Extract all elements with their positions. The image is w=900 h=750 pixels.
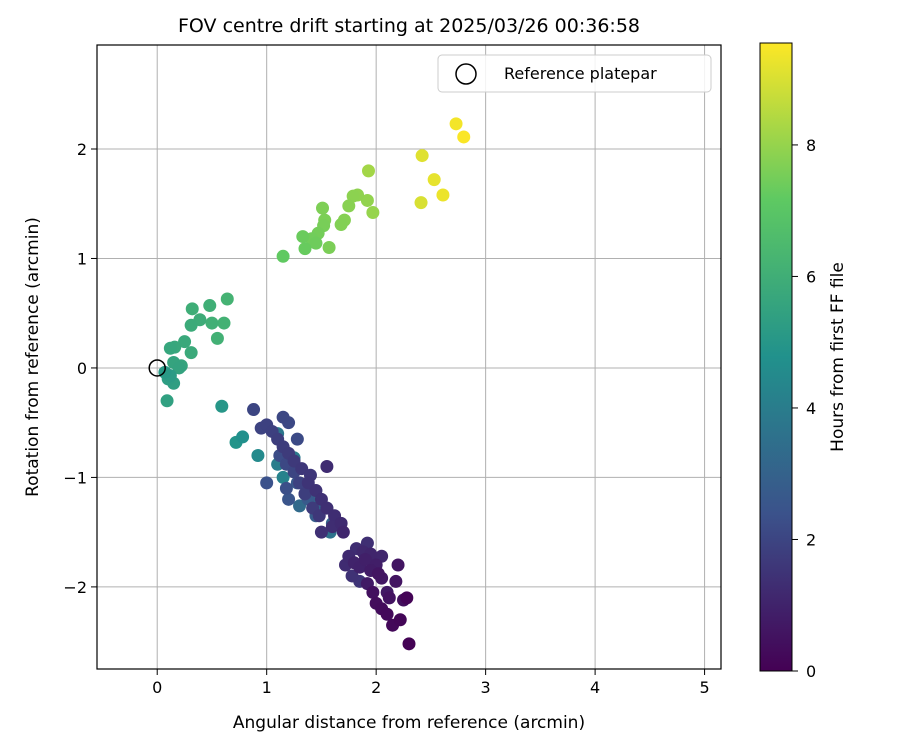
data-point xyxy=(414,196,428,210)
data-point xyxy=(334,218,348,232)
data-point xyxy=(185,302,199,316)
y-tick-label: 0 xyxy=(77,359,87,378)
colorbar-tick-label: 0 xyxy=(806,662,816,681)
data-points xyxy=(158,117,471,651)
data-point xyxy=(184,318,198,332)
chart-title: FOV centre drift starting at 2025/03/26 … xyxy=(178,15,640,37)
data-point xyxy=(391,558,405,572)
data-point xyxy=(336,525,350,539)
data-point xyxy=(382,591,396,605)
data-point xyxy=(220,292,234,306)
data-point xyxy=(309,236,323,250)
data-point xyxy=(210,331,224,345)
data-point xyxy=(298,487,312,501)
x-tick-label: 0 xyxy=(152,678,162,697)
y-axis-ticks: −2 −1 0 1 2 xyxy=(63,140,97,597)
data-point xyxy=(260,476,274,490)
y-tick-label: 2 xyxy=(77,140,87,159)
legend-box xyxy=(437,54,712,93)
x-axis-ticks: 0 1 2 3 4 5 xyxy=(152,669,710,697)
grid xyxy=(97,45,721,669)
data-point xyxy=(203,299,217,313)
data-point xyxy=(163,341,177,355)
data-point xyxy=(361,164,375,178)
colorbar: 0 2 4 6 8 Hours from first FF file xyxy=(759,42,848,681)
x-axis-label: Angular distance from reference (arcmin) xyxy=(233,713,585,733)
data-point xyxy=(298,242,312,256)
colorbar-ticks: 0 2 4 6 8 xyxy=(792,136,816,681)
y-tick-label: 1 xyxy=(77,249,87,268)
data-point xyxy=(457,130,471,144)
data-point xyxy=(251,449,265,463)
data-point xyxy=(371,567,385,581)
data-point xyxy=(346,189,360,203)
data-point xyxy=(172,361,186,375)
data-point xyxy=(342,199,356,213)
data-point xyxy=(322,241,336,255)
data-point xyxy=(236,430,250,444)
data-point xyxy=(282,492,296,506)
colorbar-tick-label: 4 xyxy=(806,399,816,418)
colorbar-tick-label: 6 xyxy=(806,267,816,286)
data-point xyxy=(358,553,372,567)
data-point xyxy=(158,365,172,379)
colorbar-tick-label: 2 xyxy=(806,530,816,549)
data-point xyxy=(314,525,328,539)
data-point xyxy=(436,188,450,202)
data-point xyxy=(276,470,290,484)
legend-marker-open-circle xyxy=(455,63,477,85)
colorbar-label: Hours from first FF file xyxy=(828,262,848,452)
y-axis-label: Rotation from reference (arcmin) xyxy=(23,217,43,497)
legend: Reference platepar xyxy=(437,54,712,93)
legend-label: Reference platepar xyxy=(504,64,657,83)
x-tick-label: 4 xyxy=(590,678,600,697)
data-point xyxy=(402,637,416,651)
data-point xyxy=(415,149,429,163)
data-point xyxy=(316,201,330,215)
data-point xyxy=(320,459,334,473)
data-point xyxy=(217,316,231,330)
plot-frame xyxy=(96,44,722,670)
data-point xyxy=(184,346,198,360)
reference-platepar-marker xyxy=(148,359,166,377)
data-point xyxy=(296,230,310,244)
x-tick-label: 3 xyxy=(481,678,491,697)
data-point xyxy=(276,249,290,263)
data-point xyxy=(366,205,380,219)
colorbar-gradient xyxy=(759,42,793,672)
x-tick-label: 1 xyxy=(262,678,272,697)
x-tick-label: 5 xyxy=(699,678,709,697)
data-point xyxy=(389,574,403,588)
data-point xyxy=(178,335,192,349)
data-point xyxy=(366,585,380,599)
data-point xyxy=(380,607,394,621)
data-point xyxy=(427,173,441,187)
data-point xyxy=(279,481,293,495)
data-point xyxy=(205,316,219,330)
colorbar-tick-label: 8 xyxy=(806,136,816,155)
data-point xyxy=(247,403,261,417)
x-tick-label: 2 xyxy=(371,678,381,697)
data-point xyxy=(400,591,414,605)
data-point xyxy=(449,117,463,131)
data-point xyxy=(290,432,304,446)
y-tick-label: −2 xyxy=(63,578,87,597)
data-point xyxy=(215,399,229,413)
data-point xyxy=(393,613,407,627)
y-tick-label: −1 xyxy=(63,468,87,487)
data-point xyxy=(360,193,374,207)
data-point xyxy=(160,394,174,408)
data-point xyxy=(345,569,359,583)
data-point xyxy=(276,410,290,424)
